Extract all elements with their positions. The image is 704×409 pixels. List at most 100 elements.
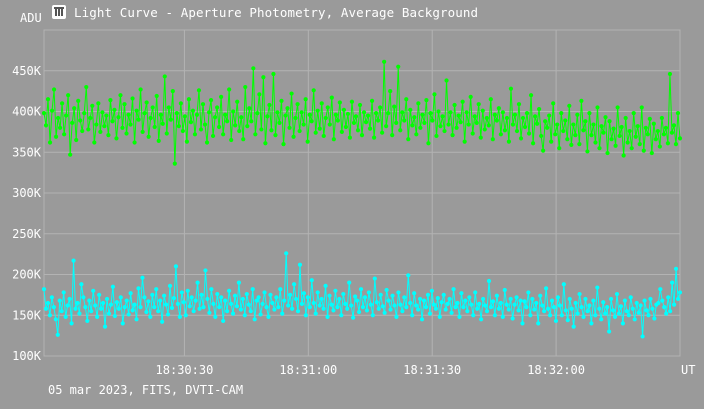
- data-point: [331, 137, 336, 142]
- data-point: [665, 141, 671, 146]
- data-point: [104, 296, 110, 302]
- data-point: [567, 296, 572, 302]
- data-point: [459, 291, 464, 296]
- data-point: [451, 287, 456, 292]
- data-point: [363, 119, 369, 125]
- data-point: [60, 101, 65, 106]
- data-point: [448, 110, 453, 115]
- data-point: [339, 129, 344, 134]
- data-point: [277, 120, 282, 126]
- data-point: [512, 112, 518, 117]
- data-point: [258, 312, 263, 317]
- data-point: [150, 292, 155, 297]
- data-point: [266, 314, 271, 319]
- data-point: [414, 132, 419, 137]
- data-point: [187, 304, 192, 309]
- data-point: [190, 108, 196, 113]
- data-point: [471, 313, 476, 318]
- data-point: [254, 298, 259, 303]
- data-point: [458, 119, 463, 125]
- data-point: [323, 115, 328, 121]
- data-point: [188, 119, 194, 125]
- data-point: [148, 115, 153, 121]
- data-point: [221, 132, 226, 137]
- data-point: [140, 129, 145, 134]
- data-point: [388, 307, 393, 312]
- data-point: [539, 133, 544, 139]
- data-point: [609, 137, 614, 142]
- data-point: [484, 309, 490, 314]
- data-point: [315, 108, 320, 113]
- data-point: [545, 306, 551, 311]
- data-point: [217, 305, 222, 310]
- data-point: [633, 134, 638, 139]
- telescope-app-icon[interactable]: [52, 5, 66, 19]
- data-point: [408, 107, 413, 112]
- data-point: [65, 303, 70, 308]
- data-point: [444, 78, 449, 83]
- data-point: [424, 97, 429, 103]
- data-point: [238, 307, 243, 312]
- y-tick-label: 150K: [12, 308, 42, 322]
- data-point: [551, 305, 557, 310]
- data-point: [644, 308, 649, 313]
- data-point: [369, 98, 375, 104]
- data-point: [432, 92, 437, 97]
- data-point: [364, 308, 370, 313]
- data-point: [309, 119, 314, 124]
- data-point: [75, 300, 80, 306]
- data-point: [583, 296, 588, 302]
- data-point: [569, 142, 574, 148]
- data-point: [41, 111, 47, 116]
- data-point: [341, 107, 346, 112]
- data-point: [353, 294, 358, 299]
- data-point: [335, 305, 340, 310]
- data-point: [175, 301, 180, 306]
- data-point: [394, 120, 399, 126]
- data-point: [585, 309, 590, 314]
- data-point: [557, 146, 562, 151]
- data-point: [587, 111, 592, 116]
- data-point: [537, 106, 542, 112]
- data-point: [434, 133, 439, 139]
- data-point: [200, 102, 206, 107]
- data-point: [426, 141, 431, 146]
- data-point: [219, 295, 224, 300]
- data-point: [593, 140, 598, 145]
- data-point: [579, 305, 584, 310]
- data-point: [343, 301, 348, 306]
- data-point: [102, 124, 107, 129]
- data-point: [418, 125, 423, 130]
- data-point: [349, 99, 355, 104]
- data-point: [671, 302, 677, 307]
- data-point: [446, 122, 451, 127]
- data-point: [599, 124, 604, 129]
- data-point: [278, 287, 283, 292]
- data-point: [347, 280, 352, 285]
- data-point: [329, 302, 334, 307]
- series-2: [41, 251, 683, 339]
- data-point: [480, 108, 485, 113]
- data-point: [520, 321, 525, 326]
- y-tick-label: 250K: [12, 227, 42, 241]
- data-point: [68, 152, 73, 157]
- data-point: [378, 292, 383, 297]
- chart-axes: ADU UT 100K 150K 200K 250K 300K 350K 400K 450K 1…: [12, 11, 695, 377]
- data-point: [124, 131, 129, 136]
- data-point: [185, 288, 190, 293]
- data-point: [246, 302, 251, 307]
- data-point: [286, 303, 291, 308]
- data-point: [492, 313, 498, 318]
- data-point: [142, 111, 147, 116]
- data-point: [116, 306, 121, 311]
- data-point: [317, 303, 322, 308]
- data-point: [257, 92, 262, 97]
- data-point: [85, 318, 90, 324]
- data-point: [571, 324, 576, 329]
- data-point: [593, 313, 598, 318]
- data-point: [228, 301, 234, 306]
- data-point: [641, 148, 646, 153]
- data-point: [191, 309, 196, 314]
- data-point: [577, 142, 582, 147]
- data-point: [297, 262, 303, 267]
